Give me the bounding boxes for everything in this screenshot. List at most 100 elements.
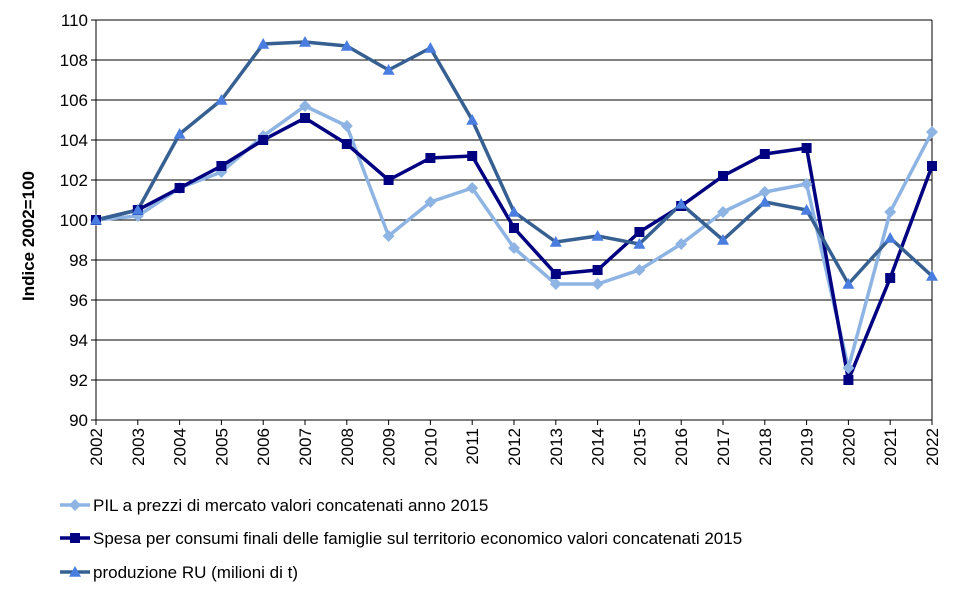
- series-1-point: [842, 362, 855, 374]
- series-2-point: [425, 153, 436, 163]
- legend-item-2: Spesa per consumi finali delle famiglie …: [60, 529, 742, 548]
- series-1-point: [549, 278, 562, 290]
- series-2-point: [216, 161, 227, 171]
- series-1-point: [466, 182, 479, 194]
- series-2-point: [258, 135, 269, 145]
- x-tick-label: 2005: [212, 428, 231, 466]
- x-tick-label: 2011: [463, 428, 482, 465]
- x-tick-label: 2020: [839, 428, 858, 466]
- series-3-point: [926, 270, 938, 281]
- series-3-point: [382, 64, 395, 75]
- legend-label: Spesa per consumi finali delle famiglie …: [93, 529, 742, 548]
- series-1-point: [717, 206, 729, 218]
- x-tick-label: 2014: [589, 428, 608, 466]
- series-3-point: [884, 232, 897, 243]
- series-3-point: [633, 238, 646, 249]
- series-2-point: [718, 171, 728, 181]
- series-3-point: [800, 204, 813, 215]
- x-tick-label: 2012: [505, 428, 524, 466]
- series-2-point: [801, 143, 812, 153]
- x-tick-label: 2022: [923, 428, 942, 466]
- series-1-point: [340, 120, 353, 132]
- legend-label: produzione RU (milioni di t): [93, 563, 298, 582]
- series-1-point: [675, 238, 688, 250]
- series-2-point: [174, 183, 185, 193]
- series-1-point: [926, 126, 938, 138]
- series-3-point: [549, 236, 562, 247]
- x-tick-label: 2019: [798, 428, 817, 466]
- series-2-point: [300, 113, 310, 123]
- y-tick-label: 110: [61, 11, 88, 30]
- series-3-point: [508, 206, 520, 217]
- x-tick-label: 2003: [129, 428, 148, 466]
- x-tick-label: 2013: [547, 428, 566, 466]
- legend-item-3: produzione RU (milioni di t): [60, 563, 298, 582]
- series-markers: [90, 36, 938, 385]
- x-tick-label: 2008: [338, 428, 357, 466]
- x-tick-label: 2007: [296, 428, 315, 466]
- x-tick-label: 2002: [87, 428, 106, 466]
- series-1-point: [800, 178, 813, 190]
- series-3-point: [173, 128, 186, 139]
- y-tick-label: 92: [69, 371, 88, 390]
- x-tick-label: 2009: [380, 428, 399, 466]
- series-2-point: [927, 161, 937, 171]
- series-2-point: [843, 375, 854, 385]
- series-3-point: [717, 234, 729, 245]
- series-3-point: [215, 94, 228, 105]
- y-axis-label: Indice 2002=100: [19, 171, 38, 301]
- legend: PIL a prezzi di mercato valori concatena…: [60, 496, 742, 582]
- gridlines: [96, 19, 932, 421]
- y-tick-label: 100: [60, 211, 88, 230]
- y-tick-label: 94: [69, 331, 88, 350]
- series-3-point: [591, 230, 604, 241]
- series-1-point: [299, 100, 311, 112]
- series-2-point: [383, 175, 394, 185]
- x-tick-label: 2016: [672, 428, 691, 466]
- series-3-point: [758, 196, 771, 207]
- legend-swatch-marker: [69, 499, 81, 511]
- x-tick-label: 2010: [421, 428, 440, 466]
- series-1-point: [591, 278, 604, 290]
- series-3-point: [340, 40, 353, 51]
- x-tick-label: 2018: [756, 428, 775, 466]
- y-tick-label: 98: [69, 251, 88, 270]
- y-tick-label: 106: [60, 91, 88, 110]
- x-tick-label: 2004: [171, 428, 190, 466]
- series-3-point: [675, 198, 688, 209]
- series-1-point: [382, 230, 395, 242]
- series-1-point: [884, 206, 897, 218]
- series-1-point: [508, 242, 520, 254]
- legend-swatch-marker: [70, 533, 80, 543]
- series-1-point: [633, 264, 646, 276]
- x-tick-label: 2006: [254, 428, 273, 466]
- y-tick-label: 96: [69, 291, 88, 310]
- series-3-point: [424, 42, 437, 53]
- series-3-point: [466, 114, 479, 125]
- series-2-point: [509, 223, 519, 233]
- y-tick-label: 104: [60, 131, 88, 150]
- y-tick-label: 102: [60, 171, 88, 190]
- series-2-point: [634, 227, 645, 237]
- legend-label: PIL a prezzi di mercato valori concatena…: [93, 496, 488, 515]
- series-3-point: [842, 278, 855, 289]
- series-3-point: [299, 36, 311, 47]
- series-2-point: [550, 269, 561, 279]
- series-2-point: [592, 265, 603, 275]
- series-2-point: [467, 151, 478, 161]
- legend-swatch-marker: [69, 566, 81, 577]
- series-1-point: [758, 186, 771, 198]
- series-3-point: [257, 38, 270, 49]
- y-tick-label: 90: [69, 411, 88, 430]
- y-tick-label: 108: [60, 51, 88, 70]
- legend-item-1: PIL a prezzi di mercato valori concatena…: [60, 496, 488, 515]
- series-2-point: [759, 149, 770, 159]
- axes: 90 92 94 96 98 100 102 104 106 108 110 2002 2003 2004…: [60, 11, 942, 466]
- series-1-point: [424, 196, 437, 208]
- x-tick-label: 2017: [714, 428, 733, 466]
- x-tick-label: 2021: [881, 428, 900, 466]
- series-3-point: [90, 214, 102, 225]
- x-tick-label: 2015: [630, 428, 649, 466]
